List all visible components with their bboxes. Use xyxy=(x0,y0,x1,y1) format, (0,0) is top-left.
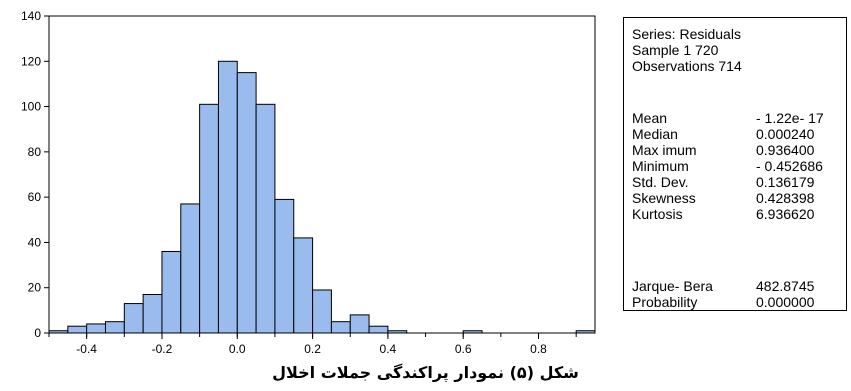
stat-value: 0.936400 xyxy=(756,142,815,158)
stat-row-median: Median 0.000240 xyxy=(632,126,846,142)
y-tick-label: 40 xyxy=(28,235,42,249)
y-tick-label: 60 xyxy=(28,190,42,204)
histogram-bar xyxy=(217,60,238,334)
stat-row-jarque-bera: Jarque- Bera 482.8745 xyxy=(632,278,846,294)
stat-row-probability: Probability 0.000000 xyxy=(632,294,846,310)
figure-caption: شکل (۵) نمودار پراکندگی جملات اخلال xyxy=(272,363,579,382)
histogram-bar xyxy=(387,330,408,334)
x-tick-label: 0.4 xyxy=(380,342,397,356)
stat-name: Kurtosis xyxy=(632,206,683,222)
statistics-panel: Series: Residuals Sample 1 720 Observati… xyxy=(623,17,847,311)
x-tick-label: 0.2 xyxy=(304,342,321,356)
stat-name: Mean xyxy=(632,110,668,126)
stat-value: 0.000240 xyxy=(756,126,815,142)
y-tick-label: 20 xyxy=(28,281,42,295)
x-tick-label: 0.0 xyxy=(229,342,246,356)
stat-value: 0.428398 xyxy=(756,190,815,206)
histogram-bar xyxy=(368,325,389,334)
stat-value: - 1.22e- 17 xyxy=(756,110,824,126)
histogram-bar xyxy=(349,314,370,334)
histogram-bar xyxy=(161,250,182,334)
stat-row-mean: Mean - 1.22e- 17 xyxy=(632,110,846,126)
statistics-header: Series: Residuals Sample 1 720 Observati… xyxy=(632,26,742,74)
stat-value: - 0.452686 xyxy=(756,158,823,174)
stat-row-kurtosis: Kurtosis 6.936620 xyxy=(632,206,846,222)
stat-name: Skewness xyxy=(632,190,696,206)
histogram-bar xyxy=(199,103,219,334)
histogram-bar xyxy=(236,72,257,334)
stat-name: Minimum xyxy=(632,158,689,174)
stat-name: Probability xyxy=(632,294,698,310)
histogram-bar xyxy=(142,294,163,334)
y-tick-label: 120 xyxy=(21,54,41,68)
histogram-bars xyxy=(48,60,596,334)
histogram-bar xyxy=(575,330,596,334)
stat-row-minimum: Minimum - 0.452686 xyxy=(632,158,846,174)
stat-value: 0.136179 xyxy=(756,174,815,190)
y-tick-label: 80 xyxy=(28,145,42,159)
descriptive-stats-table: Mean - 1.22e- 17 Median 0.000240 Max imu… xyxy=(632,110,846,222)
stat-name: Median xyxy=(632,126,678,142)
stat-row-skewness: Skewness 0.428398 xyxy=(632,190,846,206)
histogram-bar xyxy=(67,325,88,334)
series-line: Series: Residuals xyxy=(632,26,741,42)
x-tick-label: -0.4 xyxy=(76,342,97,356)
histogram-bar xyxy=(255,103,276,334)
plot-frame xyxy=(48,15,596,334)
stat-value: 6.936620 xyxy=(756,206,815,222)
histogram-bar xyxy=(104,321,125,334)
histogram-bar xyxy=(180,203,201,334)
stat-row-maximum: Max imum 0.936400 xyxy=(632,142,846,158)
histogram-bar xyxy=(312,289,332,334)
stat-value: 0.000000 xyxy=(756,294,815,310)
histogram-chart: 0 20 40 60 80 100 120 140 -0.4 -0.2 0.0 0.2 0.4 0.6 0… xyxy=(21,9,596,356)
observations-line: Observations 714 xyxy=(632,58,742,74)
x-axis: -0.4 -0.2 0.0 0.2 0.4 0.6 0.8 xyxy=(48,333,577,356)
y-tick-label: 100 xyxy=(21,100,41,114)
stat-value: 482.8745 xyxy=(756,278,815,294)
stat-name: Jarque- Bera xyxy=(632,278,713,294)
stat-name: Max imum xyxy=(632,142,697,158)
histogram-bar xyxy=(462,330,483,334)
histogram-bar xyxy=(330,321,351,334)
stat-row-std-dev: Std. Dev. 0.136179 xyxy=(632,174,846,190)
x-tick-label: 0.8 xyxy=(530,342,547,356)
histogram-bar xyxy=(48,330,69,334)
y-axis: 0 20 40 60 80 100 120 140 xyxy=(21,9,49,340)
x-tick-label: 0.6 xyxy=(455,342,472,356)
histogram-bar xyxy=(123,303,144,334)
histogram-bar xyxy=(293,237,314,334)
stat-name: Std. Dev. xyxy=(632,174,689,190)
jarque-bera-table: Jarque- Bera 482.8745 Probability 0.0000… xyxy=(632,278,846,310)
sample-line: Sample 1 720 xyxy=(632,42,719,58)
x-tick-label: -0.2 xyxy=(152,342,173,356)
histogram-bar xyxy=(86,323,106,334)
y-tick-label: 140 xyxy=(21,9,41,23)
histogram-bar xyxy=(274,198,295,334)
y-tick-label: 0 xyxy=(34,326,41,340)
